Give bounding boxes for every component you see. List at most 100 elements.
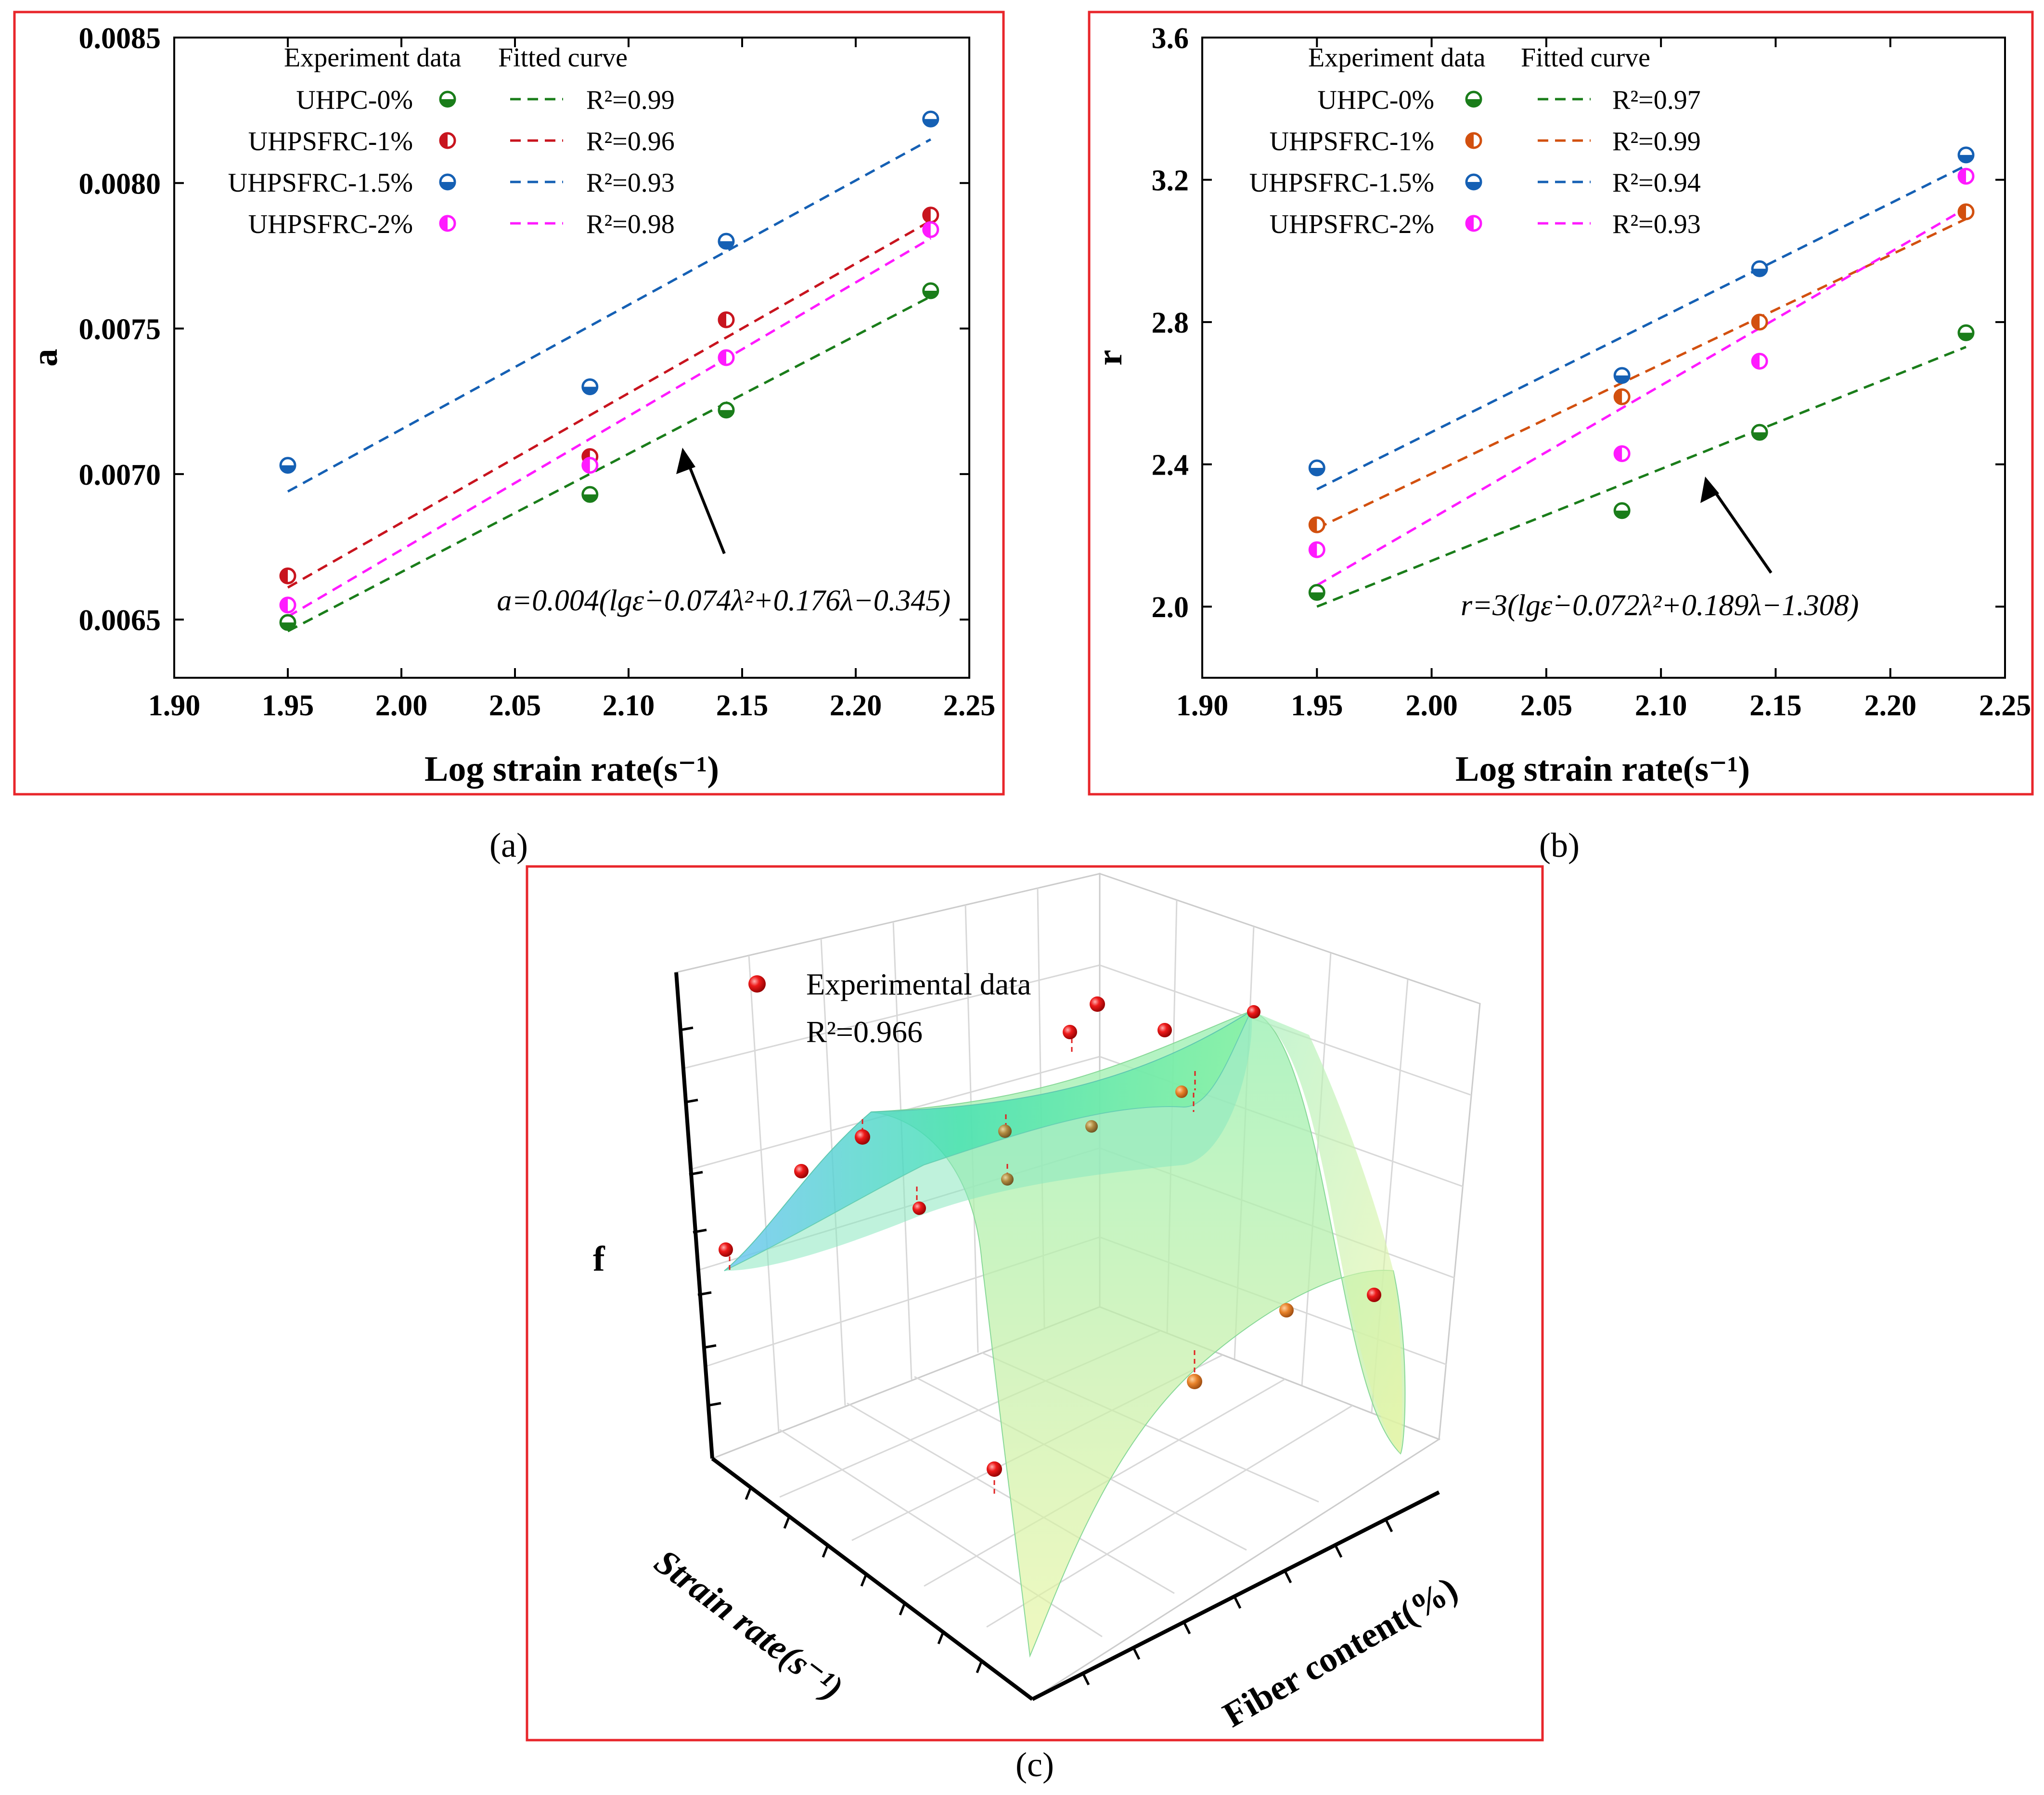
data-point xyxy=(1957,146,1975,164)
panel-c-point xyxy=(1247,1005,1260,1019)
panel-c-stems xyxy=(729,1033,1196,1497)
y-tick-label: 3.2 xyxy=(1152,165,1189,197)
fit-line xyxy=(287,237,932,618)
panel-a-legend: Experiment data Fitted curve UHPC-0% R²=0.9… xyxy=(228,43,675,239)
data-point xyxy=(279,457,296,474)
data-point xyxy=(279,567,296,584)
data-point xyxy=(718,401,735,419)
x-tick-label: 2.05 xyxy=(489,689,541,722)
legend-label: UHPSFRC-1.5% xyxy=(1249,168,1434,198)
panel-b-ylabel: r xyxy=(1090,350,1130,366)
legend-r2: R²=0.93 xyxy=(586,168,675,198)
data-point xyxy=(1613,388,1631,405)
y-tick-label: 0.0075 xyxy=(79,313,161,346)
legend-marker xyxy=(1465,132,1482,149)
legend-label: UHPSFRC-1.5% xyxy=(228,168,413,198)
legend-marker xyxy=(439,173,456,191)
data-point xyxy=(1613,502,1631,519)
panel-a-border xyxy=(13,11,1005,796)
panel-c-point xyxy=(794,1164,809,1178)
panel-b: 1.90 1.95 2.00 2.05 2.10 2.15 2.20 2.25 2.0 2.4 2.… xyxy=(1088,11,2034,796)
x-tick-label: 1.95 xyxy=(262,689,314,722)
y-tick-label: 2.8 xyxy=(1152,307,1189,339)
y-tick-label: 3.6 xyxy=(1152,22,1189,55)
legend-label: UHPSFRC-2% xyxy=(1270,209,1434,239)
data-point xyxy=(1957,324,1975,341)
data-point xyxy=(581,457,599,474)
caption-b: (b) xyxy=(1539,826,1580,865)
data-point xyxy=(1751,352,1768,370)
legend-r2: R²=0.93 xyxy=(1612,209,1701,239)
panel-b-equation: r=3(lgε̇−0.072λ²+0.189λ−1.308) xyxy=(1461,589,1859,622)
x-tick-label: 2.00 xyxy=(375,689,428,722)
panel-b-ticks: 1.90 1.95 2.00 2.05 2.10 2.15 2.20 2.25 2.0 2.4 2.… xyxy=(1152,22,2031,722)
legend-r2: R²=0.98 xyxy=(586,209,675,239)
panel-c-point xyxy=(913,1201,926,1215)
panel-c-point xyxy=(1279,1303,1294,1317)
panel-a-equation: a=0.004(lgε̇−0.074λ²+0.176λ−0.345) xyxy=(497,584,951,617)
data-point xyxy=(718,311,735,328)
panel-a-xlabel: Log strain rate(s⁻¹) xyxy=(424,749,719,789)
panel-c-legend-marker xyxy=(748,975,766,993)
y-tick-label: 0.0070 xyxy=(79,459,161,491)
panel-c-points xyxy=(719,996,1381,1477)
panel-c: Experimental data R²=0.966 f Strain rate… xyxy=(526,865,1544,1742)
panel-c-point xyxy=(1085,1120,1098,1133)
legend-r2: R²=0.99 xyxy=(586,85,675,115)
x-tick-label: 2.05 xyxy=(1520,689,1573,722)
y-tick-label: 0.0080 xyxy=(79,168,161,200)
x-tick-label: 2.10 xyxy=(1635,689,1687,722)
legend-label: UHPC-0% xyxy=(296,85,413,115)
legend-marker xyxy=(439,90,456,108)
legend-label: UHPSFRC-2% xyxy=(248,209,413,239)
panel-c-point xyxy=(1001,1173,1014,1186)
panel-a-points xyxy=(279,110,939,631)
legend-marker xyxy=(1465,215,1482,232)
data-point xyxy=(279,596,296,614)
panel-b-points xyxy=(1308,146,1975,601)
fit-line xyxy=(1316,218,1967,529)
data-point xyxy=(922,221,939,238)
panel-c-point xyxy=(987,1461,1002,1477)
panel-a-fits xyxy=(287,138,932,633)
panel-c-point xyxy=(1187,1374,1202,1389)
panel-b-xlabel: Log strain rate(s⁻¹) xyxy=(1455,749,1750,789)
panel-c-point xyxy=(998,1124,1012,1138)
legend-marker xyxy=(1465,90,1482,108)
data-point xyxy=(279,614,296,631)
data-point xyxy=(1751,313,1768,331)
x-tick-label: 2.20 xyxy=(1864,689,1916,722)
x-tick-label: 1.95 xyxy=(1291,689,1343,722)
panel-a-plot-frame xyxy=(173,37,970,679)
legend-header-fit: Fitted curve xyxy=(1521,43,1650,73)
panel-c-r2-label: R²=0.966 xyxy=(806,1015,923,1049)
fit-line xyxy=(287,220,931,589)
panel-c-point xyxy=(1157,1023,1172,1037)
x-tick-label: 2.00 xyxy=(1405,689,1458,722)
legend-marker xyxy=(439,215,456,232)
legend-header-exp: Experiment data xyxy=(284,43,462,73)
data-point xyxy=(1308,516,1325,533)
legend-marker xyxy=(439,132,456,149)
data-point xyxy=(1308,541,1325,558)
x-tick-label: 2.25 xyxy=(943,689,996,722)
data-point xyxy=(922,207,939,224)
panel-c-point xyxy=(1063,1025,1077,1039)
panel-c-axes xyxy=(674,972,1440,1701)
panel-b-plot-frame xyxy=(1201,37,2006,679)
caption-a: (a) xyxy=(489,826,528,865)
data-point xyxy=(922,282,939,299)
panel-c-point xyxy=(1090,996,1105,1012)
legend-r2: R²=0.99 xyxy=(1612,127,1701,156)
data-point xyxy=(1751,260,1768,277)
y-tick-label: 2.4 xyxy=(1152,449,1189,482)
fit-line xyxy=(287,138,931,493)
y-tick-label: 2.0 xyxy=(1152,591,1189,624)
data-point xyxy=(1613,445,1631,462)
legend-marker xyxy=(1465,173,1482,191)
panel-c-xlabel: Strain rate(s⁻¹) xyxy=(647,1542,850,1708)
legend-label: UHPSFRC-1% xyxy=(1270,127,1434,156)
legend-r2: R²=0.94 xyxy=(1612,168,1701,198)
legend-label: UHPC-0% xyxy=(1317,85,1434,115)
